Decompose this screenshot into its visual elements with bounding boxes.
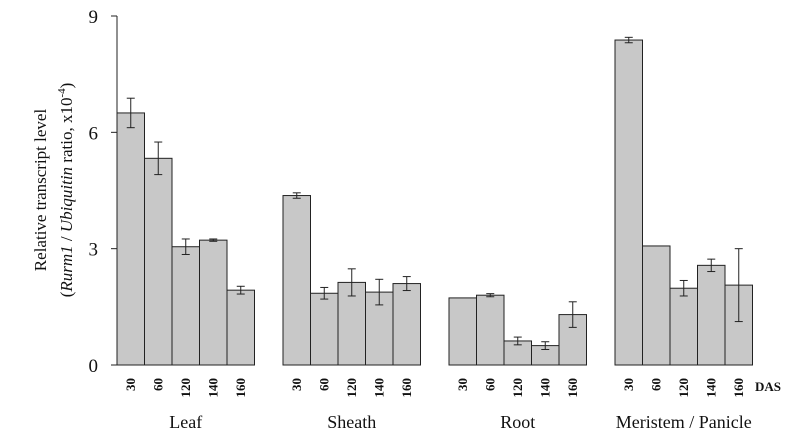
x-axis-unit-label: DAS xyxy=(755,379,781,394)
x-tick-label: 140 xyxy=(371,378,386,398)
y-tick-label: 6 xyxy=(89,123,99,144)
y-axis-title-line1: Relative transcript level xyxy=(31,109,50,272)
y-axis-title: Relative transcript level (Rurm1 / Ubiqu… xyxy=(31,83,76,298)
bar xyxy=(116,112,145,366)
y-axis: 0 3 6 9 xyxy=(89,7,118,377)
x-tick-label: 140 xyxy=(537,378,552,398)
x-tick-label: 60 xyxy=(150,378,165,391)
y-tick-label: 3 xyxy=(89,240,99,261)
x-tick-label: 160 xyxy=(233,378,248,398)
x-tick-label: 60 xyxy=(482,378,497,391)
x-tick-label: 120 xyxy=(344,378,359,398)
ylabel-reference: Ubiquitin xyxy=(57,167,76,232)
bar xyxy=(144,157,173,366)
group-label: Leaf xyxy=(169,412,202,432)
bar xyxy=(642,245,671,366)
x-tick-label: 140 xyxy=(703,378,718,398)
bar xyxy=(448,297,477,366)
x-tick-label: 60 xyxy=(648,378,663,391)
x-tick-label: 60 xyxy=(316,378,331,391)
x-tick-label: 30 xyxy=(289,378,304,391)
bars xyxy=(116,36,753,366)
group-label: Meristem / Panicle xyxy=(616,412,752,432)
bar xyxy=(199,239,228,366)
category-labels: 30 60 120 140 160 30 60 120 140 160 30 60 120 140 160 3… xyxy=(123,378,746,398)
x-tick-label: 120 xyxy=(178,378,193,398)
x-tick-label: 30 xyxy=(621,378,636,391)
x-tick-label: 160 xyxy=(565,378,580,398)
bar xyxy=(669,287,698,366)
bar xyxy=(614,39,643,366)
x-tick-label: 30 xyxy=(455,378,470,391)
x-tick-label: 120 xyxy=(510,378,525,398)
group-labels: Leaf Sheath Root Meristem / Panicle xyxy=(169,412,751,432)
y-tick-label: 0 xyxy=(89,356,99,377)
bar xyxy=(697,264,726,366)
ylabel-slash: / xyxy=(57,232,76,245)
ylabel-ratio: ratio, x10 xyxy=(57,98,76,167)
group-label: Root xyxy=(500,412,535,432)
x-tick-label: 120 xyxy=(676,378,691,398)
ylabel-close-paren: ) xyxy=(57,83,76,89)
x-tick-label: 140 xyxy=(205,378,220,398)
bar xyxy=(171,246,200,366)
x-tick-label: 160 xyxy=(399,378,414,398)
ylabel-gene: Rurm1 xyxy=(57,245,76,292)
bar xyxy=(476,294,505,366)
bar xyxy=(282,195,311,366)
bar xyxy=(226,289,255,366)
x-tick-label: 160 xyxy=(731,378,746,398)
bar xyxy=(310,292,339,366)
x-tick-label: 30 xyxy=(123,378,138,391)
ylabel-exponent: -4 xyxy=(56,88,68,98)
y-tick-label: 9 xyxy=(89,7,99,28)
y-axis-title-line2: (Rurm1 / Ubiquitin ratio, x10-4) xyxy=(56,83,76,298)
bar xyxy=(392,283,421,366)
group-label: Sheath xyxy=(327,412,376,432)
ylabel-open-paren: ( xyxy=(57,291,76,297)
